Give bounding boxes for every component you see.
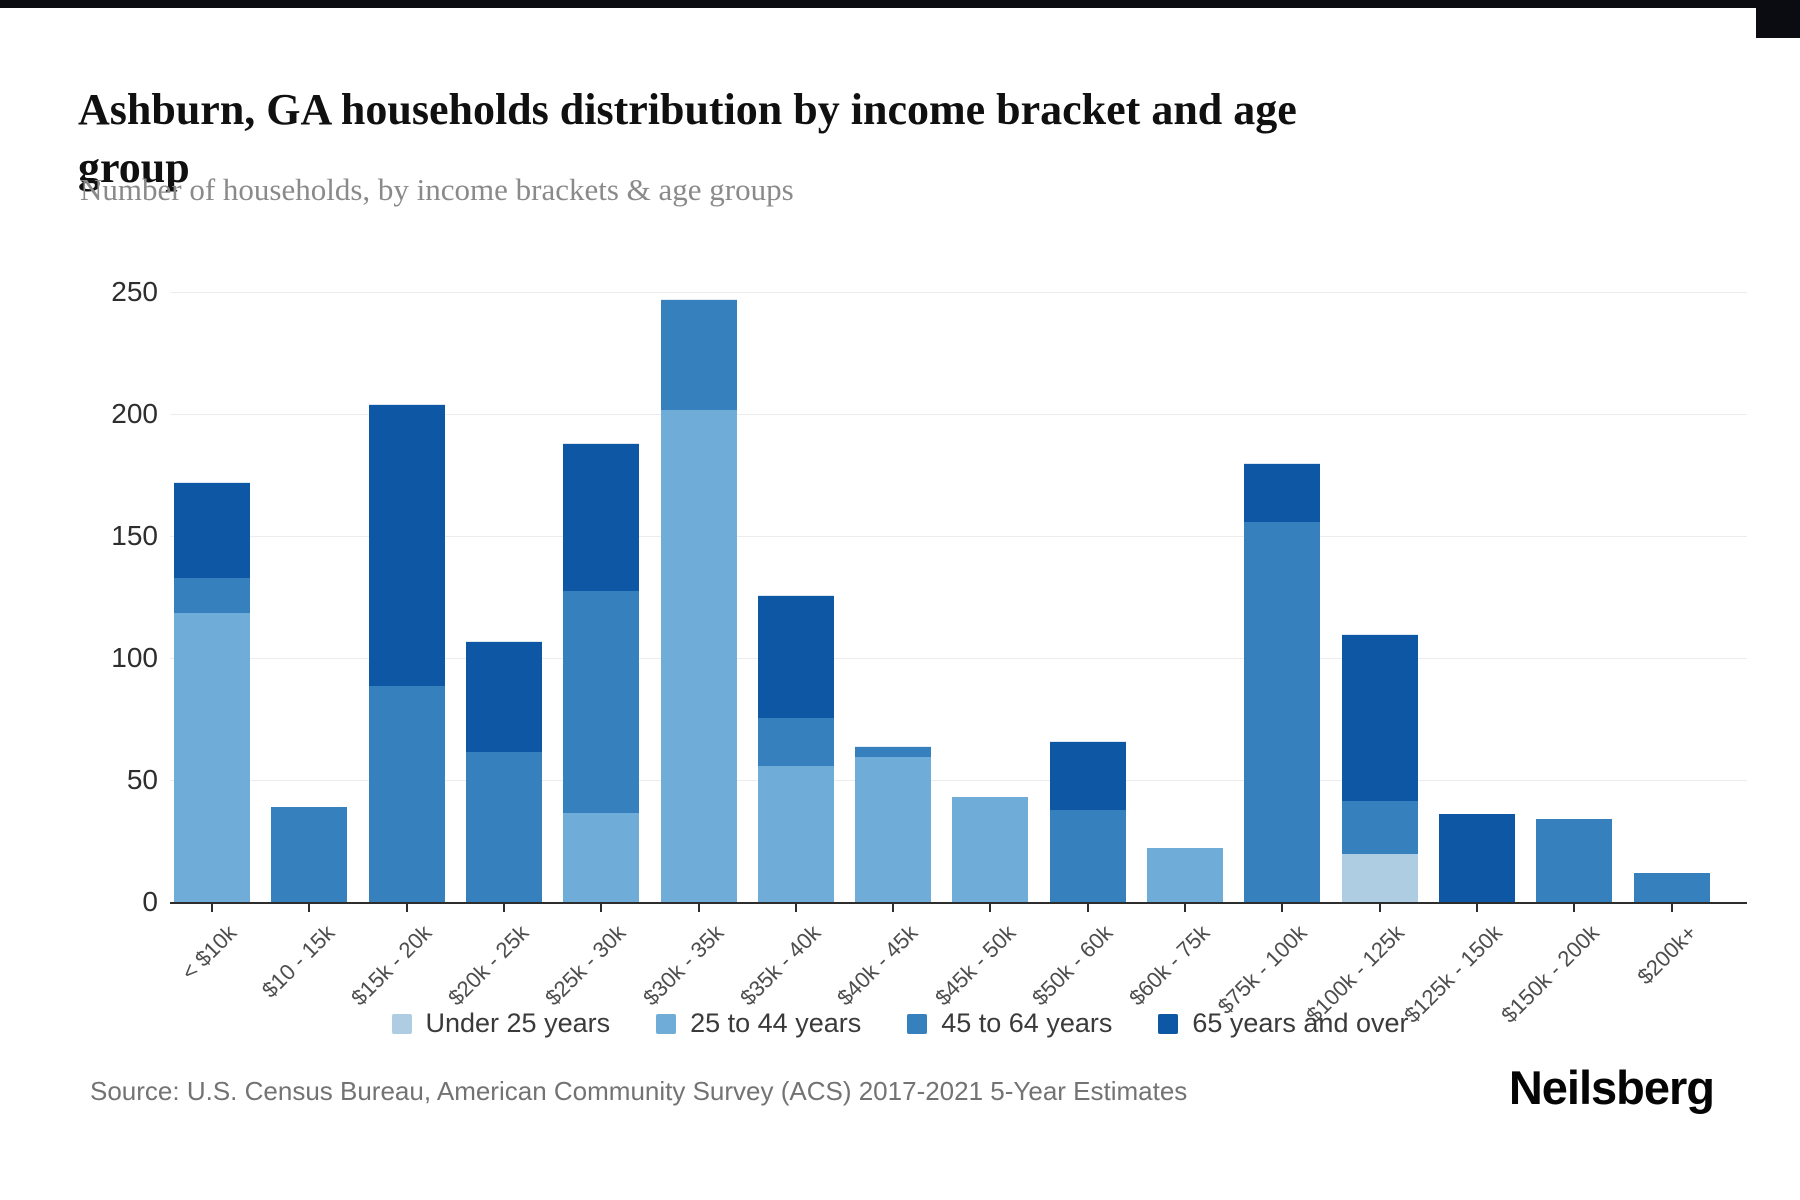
y-axis-tick-label: 200 (111, 398, 158, 429)
bar-segment[interactable] (757, 594, 834, 718)
bar-segment[interactable] (1341, 799, 1418, 855)
bar-segment[interactable] (1147, 848, 1223, 902)
bar-segment[interactable] (174, 482, 250, 579)
bar-segment[interactable] (563, 811, 640, 902)
neilsberg-logo: Neilsberg (1508, 1061, 1715, 1114)
x-axis-tick (892, 904, 895, 912)
bar-segment[interactable] (1244, 462, 1321, 523)
x-axis-tick (794, 904, 797, 912)
bar-segment[interactable] (368, 684, 445, 902)
legend-item-45-to-64[interactable]: 45 to 64 years (907, 1008, 1112, 1039)
gridline-y100 (170, 658, 1747, 659)
y-axis-tick-label: 100 (111, 642, 158, 673)
bar-segment[interactable] (757, 765, 834, 902)
x-axis-tick (1573, 904, 1576, 912)
x-axis-tick (1281, 904, 1284, 912)
source-attribution: Source: U.S. Census Bureau, American Com… (90, 1076, 1188, 1106)
legend-label: 45 to 64 years (941, 1008, 1113, 1038)
legend-item-25-to-44[interactable]: 25 to 44 years (656, 1008, 861, 1039)
x-axis-tick (1475, 904, 1478, 912)
bar-segment[interactable] (1049, 809, 1126, 902)
bar-segment[interactable] (757, 716, 834, 767)
bar-segment[interactable] (1536, 819, 1613, 902)
legend-swatch-65-over (1158, 1013, 1179, 1034)
legend-swatch-45-to-64 (907, 1013, 928, 1034)
x-axis-tick (1184, 904, 1186, 912)
legend-swatch-under-25 (391, 1013, 412, 1034)
y-axis-tick-label: 250 (111, 276, 158, 307)
bar-segment[interactable] (1049, 740, 1126, 811)
top-right-corner-block (1756, 0, 1800, 38)
bar-segment[interactable] (368, 404, 445, 686)
bar-segment[interactable] (1341, 853, 1418, 902)
x-axis-tick (502, 904, 505, 912)
bar-segment[interactable] (952, 797, 1029, 902)
bar-segment[interactable] (855, 755, 932, 902)
chart-title: Ashburn, GA households distribution by i… (78, 85, 1297, 192)
x-axis-tick (308, 904, 311, 912)
x-axis-tick (600, 904, 603, 912)
bar-segment[interactable] (855, 745, 932, 757)
legend-item-under-25[interactable]: Under 25 years (391, 1008, 611, 1039)
bar-segment[interactable] (465, 750, 542, 902)
x-axis-tick (1086, 904, 1089, 912)
x-axis-tick (211, 904, 213, 912)
y-axis-tick-label: 50 (126, 764, 158, 795)
legend-label: 25 to 44 years (690, 1008, 862, 1038)
y-axis-tick-label: 0 (142, 886, 158, 917)
bar-segment[interactable] (563, 589, 640, 813)
gridline-y150 (170, 536, 1747, 537)
legend-label: 65 years and over (1192, 1008, 1409, 1038)
bar-segment[interactable] (1244, 521, 1321, 902)
x-axis-tick (1670, 904, 1673, 912)
x-axis-line (170, 902, 1747, 904)
legend-item-65-over[interactable]: 65 years and over (1158, 1008, 1409, 1039)
bar-segment[interactable] (271, 806, 348, 902)
legend-swatch-25-to-44 (656, 1013, 677, 1034)
top-border-strip (0, 0, 1800, 8)
gridline-y50 (170, 780, 1747, 781)
bar-segment[interactable] (1438, 814, 1515, 902)
bar-segment[interactable] (660, 409, 737, 902)
bar-segment[interactable] (174, 577, 250, 613)
bar-segment[interactable] (1341, 633, 1418, 801)
bar-segment[interactable] (174, 611, 250, 902)
chart-subtitle: Number of households, by income brackets… (80, 172, 794, 207)
y-axis-tick-label: 150 (111, 520, 158, 551)
bar-segment[interactable] (660, 299, 737, 411)
bar-segment[interactable] (1633, 872, 1710, 902)
legend: Under 25 years 25 to 44 years 45 to 64 y… (0, 1008, 1800, 1039)
x-axis-tick (697, 904, 700, 912)
gridline-y200 (170, 414, 1747, 415)
bar-segment[interactable] (563, 443, 640, 591)
bar-segment[interactable] (465, 640, 542, 752)
x-axis-tick (989, 904, 992, 912)
legend-label: Under 25 years (425, 1008, 611, 1038)
x-axis-tick (1378, 904, 1381, 912)
gridline-y250 (170, 292, 1747, 293)
x-axis-tick (405, 904, 408, 912)
